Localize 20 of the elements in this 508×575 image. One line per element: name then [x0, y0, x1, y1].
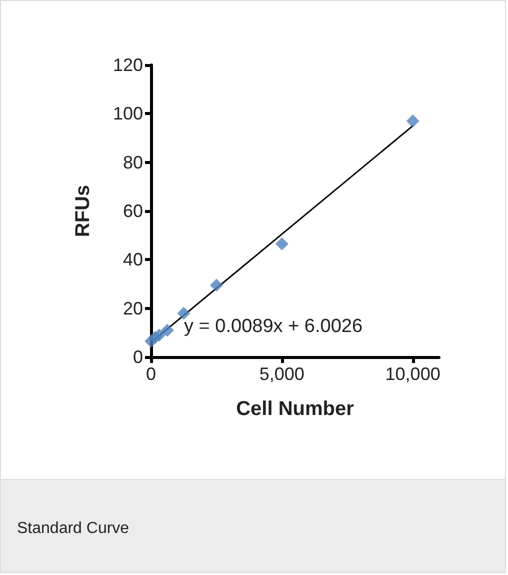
y-tick-label: 80	[122, 152, 143, 172]
y-tick-label: 100	[112, 104, 143, 124]
point	[160, 324, 174, 337]
x-tick-label: 0	[146, 364, 156, 384]
point	[275, 237, 288, 250]
y-tick-label: 60	[122, 201, 143, 221]
y-tick-label: 40	[122, 250, 143, 270]
point	[406, 114, 420, 128]
point	[152, 328, 166, 342]
y-tick-label: 120	[112, 55, 143, 75]
y-tick-label: 20	[122, 298, 143, 318]
x-tick-label: 10,000	[385, 364, 440, 384]
annotation: y = 0.0089x + 6.0026	[184, 316, 363, 337]
text: Standard Curve	[0, 480, 506, 573]
point	[177, 306, 190, 320]
y-axis-title: RFUs	[72, 184, 94, 238]
x-axis-title: Cell Number	[236, 398, 354, 420]
x-tick-label: 5,000	[259, 364, 304, 384]
y-tick-label: 0	[132, 347, 143, 367]
point	[210, 278, 223, 292]
